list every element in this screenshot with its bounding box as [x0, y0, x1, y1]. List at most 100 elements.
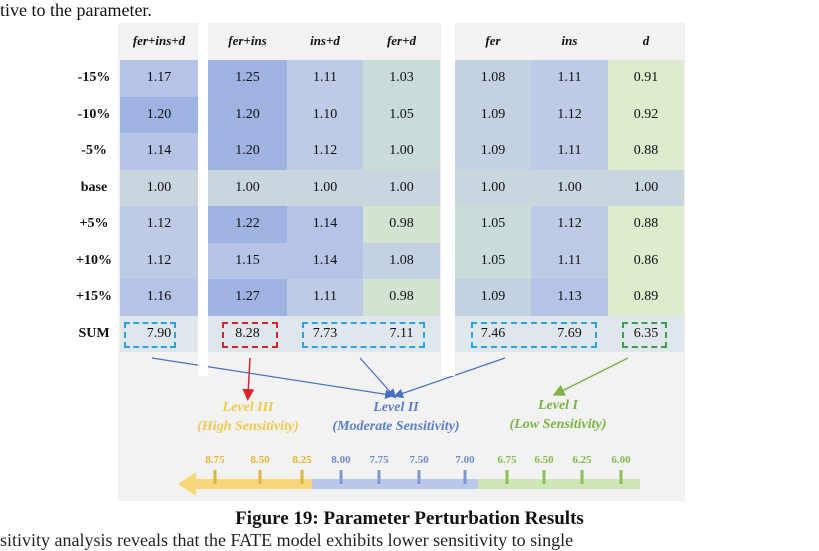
- level-i-label: Level I (Low Sensitivity): [510, 396, 607, 434]
- row-label: -5%: [81, 143, 107, 158]
- level-i-title: Level I: [537, 398, 579, 413]
- table-cell: 1.22: [208, 206, 287, 243]
- sum-cell: 7.90: [120, 315, 198, 352]
- table-cell: 1.11: [531, 133, 608, 170]
- sum-group-box: [471, 322, 597, 348]
- table-cell: 0.98: [363, 279, 440, 316]
- sum-cell: 7.11: [363, 315, 440, 352]
- sum-cell: 7.46: [455, 315, 531, 352]
- scale-tick-label: 7.75: [369, 454, 389, 466]
- table-cell: 1.00: [287, 169, 363, 206]
- column-gap: [198, 23, 208, 376]
- table-cell: 1.14: [287, 242, 363, 279]
- table-cell: 0.86: [608, 242, 684, 279]
- scale-segment-low: [478, 479, 640, 489]
- table-cell: 1.11: [531, 242, 608, 279]
- scale-tick-label: 6.50: [534, 454, 554, 466]
- column-header: fer: [485, 33, 501, 48]
- table-cell: 1.12: [120, 206, 198, 243]
- table-cell: 0.98: [363, 206, 440, 243]
- column-gap: [441, 23, 455, 376]
- sum-cell: 7.73: [287, 315, 363, 352]
- table-cell: 0.88: [608, 133, 684, 170]
- table-cell: 1.12: [531, 206, 608, 243]
- table-cell: 1.11: [287, 60, 363, 97]
- table-cell: 1.08: [363, 242, 440, 279]
- table-cell: 1.09: [455, 96, 531, 133]
- table-cell: 1.11: [531, 60, 608, 97]
- scale-tick-label: 6.75: [497, 454, 517, 466]
- row-label: +15%: [76, 289, 112, 304]
- table-cell: 1.20: [208, 133, 287, 170]
- row-label: +10%: [76, 252, 112, 268]
- table-cell: 1.10: [287, 96, 363, 133]
- table-cell: 1.00: [120, 169, 198, 206]
- table-cell: 0.88: [608, 206, 684, 243]
- sum-group-box: [302, 322, 425, 348]
- scale-tick-label: 6.00: [611, 454, 631, 466]
- scale-tick-label: 8.00: [331, 454, 351, 466]
- table-cell: 1.25: [208, 60, 287, 97]
- arrow-fer-to-level-ii: [393, 357, 506, 398]
- column-header: fer+ins+d: [132, 33, 186, 48]
- table-cell: 1.12: [531, 96, 608, 133]
- table-cell: 1.12: [120, 242, 198, 279]
- scale-segment-high: [192, 479, 312, 489]
- arrow-ins-d-to-level-ii: [359, 357, 397, 399]
- table-cell: 1.00: [455, 169, 531, 206]
- arrow-to-level-iii: [242, 357, 255, 401]
- column-header: d: [642, 33, 650, 48]
- sum-group-box: [622, 322, 667, 348]
- figure-caption: Figure 19: Parameter Perturbation Result…: [235, 508, 584, 529]
- table-cell: 1.09: [455, 279, 531, 316]
- sum-group-box: [124, 322, 176, 348]
- table-cell: 1.12: [287, 133, 363, 170]
- table-cell: 1.05: [363, 96, 440, 133]
- scale-tick-label: 7.50: [409, 454, 429, 466]
- level-iii-label: Level III (High Sensitivity): [197, 398, 299, 436]
- table-cell: 0.91: [608, 60, 684, 97]
- table-cell: 1.11: [287, 279, 363, 316]
- column-header: fer+d: [386, 33, 417, 48]
- sum-cell: 6.35: [608, 315, 684, 352]
- scale-tick-label: 8.25: [292, 454, 312, 466]
- row-label: +5%: [79, 216, 109, 231]
- following-text: sitivity analysis reveals that the FATE …: [0, 530, 574, 550]
- level-iii-title: Level III: [222, 400, 274, 415]
- column-header: fer+ins: [228, 33, 267, 48]
- table-cell: 1.05: [455, 206, 531, 243]
- table-cell: 1.09: [455, 133, 531, 170]
- arrow-fer-ins-d-to-level-ii: [151, 357, 395, 400]
- table-cell: 1.00: [363, 169, 440, 206]
- scale-tick-label: 8.75: [205, 454, 225, 466]
- table-cell: 1.00: [363, 133, 440, 170]
- row-label: -15%: [77, 70, 111, 85]
- table-cell: 1.17: [120, 60, 198, 97]
- table-cell: 1.14: [287, 206, 363, 243]
- sum-group-box: [222, 322, 278, 348]
- level-ii-label: Level II (Moderate Sensitivity): [332, 398, 459, 436]
- table-cell: 1.08: [455, 60, 531, 97]
- sum-cell: 8.28: [208, 315, 287, 352]
- table-cell: 1.15: [208, 242, 287, 279]
- table-cell: 1.27: [208, 279, 287, 316]
- preceding-text: tive to the parameter.: [0, 0, 152, 20]
- table-cell: 1.00: [531, 169, 608, 206]
- table-cell: 0.92: [608, 96, 684, 133]
- table-cell: 0.89: [608, 279, 684, 316]
- table-cell: 1.00: [608, 169, 684, 206]
- arrow-to-level-i: [552, 357, 629, 396]
- table-cell: 1.16: [120, 279, 198, 316]
- table-cell: 1.03: [363, 60, 440, 97]
- column-header: ins: [561, 33, 578, 48]
- table-cell: 1.05: [455, 242, 531, 279]
- level-ii-subtitle: (Moderate Sensitivity): [332, 419, 460, 434]
- scale-tick-label: 8.50: [250, 454, 270, 466]
- level-iii-subtitle: (High Sensitivity): [197, 419, 299, 434]
- scale-arrowhead: [178, 472, 196, 496]
- scale-tick-label: 7.00: [455, 454, 475, 466]
- level-i-subtitle: (Low Sensitivity): [509, 417, 607, 432]
- table-cell: 1.13: [531, 279, 608, 316]
- table-cell: 1.20: [120, 96, 198, 133]
- table-cell: 1.14: [120, 133, 198, 170]
